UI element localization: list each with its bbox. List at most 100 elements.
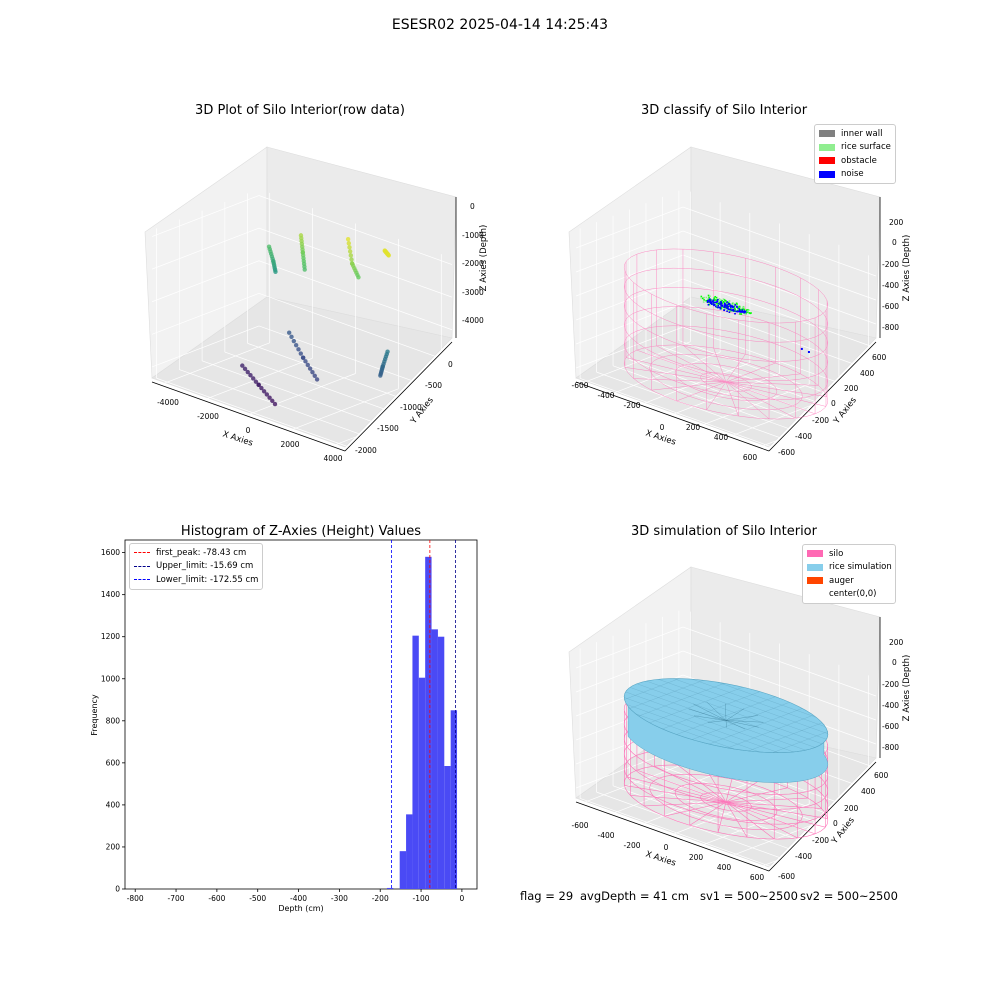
rice-surface-point	[739, 313, 741, 315]
y-tick-label: 1200	[101, 632, 120, 641]
y-tick-label: 1600	[101, 548, 120, 557]
silo-floor-ring	[700, 372, 752, 392]
y-tick-label: 0	[115, 885, 120, 894]
plot2-silo-wireframe	[623, 248, 829, 420]
plot4-xtick-1: -600	[571, 821, 588, 830]
plot4-ztick-5: -600	[882, 722, 899, 731]
histogram-bar	[444, 766, 451, 889]
x-tick-label: -800	[127, 894, 144, 903]
noise-point	[727, 305, 730, 308]
plot4-xtick-7: 600	[750, 873, 765, 882]
legend-label: center(0,0)	[829, 589, 877, 600]
plot4-ztick-1: 200	[889, 638, 904, 647]
rice-surface-point	[723, 299, 726, 301]
data-point	[242, 366, 248, 372]
data-point	[286, 330, 292, 335]
center-dip-line	[693, 715, 727, 721]
rice-surface-point	[739, 307, 741, 309]
noise-point	[718, 302, 720, 305]
data-point	[259, 385, 264, 391]
plot4-ytick-4: 0	[833, 819, 838, 828]
grid-line	[247, 343, 441, 413]
data-point	[272, 401, 278, 407]
data-point	[312, 373, 317, 379]
plot4-ztick-2: 0	[892, 658, 897, 667]
histogram-bar	[418, 677, 426, 889]
rice-surface-point	[708, 296, 710, 299]
rice-surface-point	[747, 311, 749, 313]
legend-item-noise: noise	[819, 168, 891, 182]
data-point	[307, 366, 313, 371]
grid-line	[575, 206, 877, 277]
legend-swatch	[819, 157, 835, 165]
plot2-ytick-4: 0	[831, 399, 836, 408]
data-point	[240, 363, 245, 368]
x-tick-label: 0	[460, 894, 465, 903]
rice-surface-point	[719, 301, 721, 304]
histogram-legend: first_peak: -78.43 cm Upper_limit: -15.6…	[129, 543, 263, 590]
noise-point	[716, 300, 718, 303]
grid-line	[291, 388, 399, 431]
noise-point	[707, 303, 710, 306]
noise-point	[739, 310, 742, 313]
rice-surface-point	[701, 297, 704, 300]
rice-surface-point	[745, 309, 748, 311]
plot2-ytick-2: 400	[860, 369, 875, 378]
noise-point	[720, 300, 722, 303]
noise-point	[715, 305, 717, 308]
rice-surface-point	[727, 309, 729, 312]
noise-point	[738, 308, 740, 310]
plot4-ytick-5: -200	[812, 836, 829, 845]
noise-point	[707, 300, 710, 302]
data-point	[245, 369, 250, 375]
rice-mesh-line	[717, 682, 817, 718]
plot1-xtick-3: 0	[246, 426, 251, 435]
grid-line	[629, 779, 823, 849]
rice-surface-point	[718, 299, 721, 302]
grid-line	[596, 791, 790, 862]
rice-surface-point	[734, 307, 736, 310]
rice-surface-point	[733, 303, 736, 305]
data-point	[348, 253, 354, 258]
grid-line	[629, 359, 823, 429]
rice-mesh-line	[692, 679, 826, 727]
plot1-ztick-4: -3000	[462, 288, 484, 297]
y-tick-label: 800	[106, 716, 121, 725]
noise-point	[719, 306, 722, 308]
figure-title: ESESR02 2025-04-14 14:25:43	[391, 17, 609, 33]
legend-label: noise	[841, 169, 864, 180]
noise-point	[706, 299, 709, 302]
rice-surface-point	[750, 312, 752, 314]
rice-mesh-line	[646, 680, 823, 744]
rice-surface-point	[725, 301, 728, 303]
data-point	[293, 342, 299, 348]
rice-surface-point	[703, 299, 705, 301]
noise-point	[719, 303, 722, 305]
legend-swatch	[807, 577, 823, 585]
plot4-ztick-6: -800	[882, 743, 899, 752]
data-point	[261, 389, 267, 394]
legend-item-auger: auger	[807, 574, 891, 588]
rice-surface-point	[732, 304, 734, 306]
rice-surface-point	[746, 311, 748, 314]
rice-surface-point	[721, 303, 724, 305]
data-point	[378, 373, 383, 378]
plot4-ytick-2: 400	[861, 787, 876, 796]
rice-surface-point	[721, 300, 723, 302]
rice-surface-point	[734, 308, 736, 311]
plot1-ytick-4: -1500	[377, 424, 399, 433]
plot1-floor-pane	[151, 296, 453, 448]
data-point	[270, 398, 275, 404]
noise-point	[726, 310, 728, 313]
noise-point	[743, 310, 746, 312]
plot2-xtick-2: -400	[597, 391, 614, 400]
plot2-xtick-7: 600	[743, 453, 758, 462]
plot2-zlabel: Z Axies (Depth)	[902, 235, 912, 302]
rice-surface-point	[729, 305, 731, 307]
rice-surface-point	[711, 303, 714, 305]
data-point	[273, 269, 278, 275]
y-tick-label: 400	[106, 800, 121, 809]
histogram-bar	[450, 710, 458, 889]
grid-line	[151, 292, 453, 363]
rice-surface-point	[729, 303, 732, 306]
